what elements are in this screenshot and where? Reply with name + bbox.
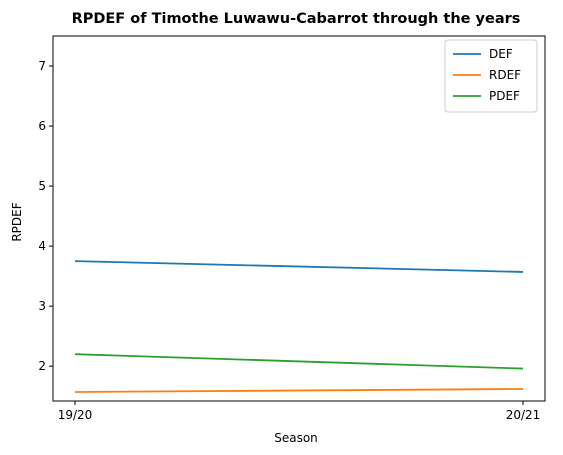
chart-title: RPDEF of Timothe Luwawu-Cabarrot through…: [72, 11, 521, 27]
y-tick-label: 4: [38, 239, 46, 253]
legend-label-pdef: PDEF: [489, 89, 520, 103]
x-tick-label: 20/21: [506, 408, 541, 422]
y-tick-label: 5: [38, 179, 46, 193]
x-tick-label: 19/20: [58, 408, 93, 422]
y-tick-label: 3: [38, 299, 46, 313]
legend: DEF RDEF PDEF: [444, 39, 538, 113]
series-line-rdef: [74, 388, 524, 393]
plot-frame: [52, 35, 546, 402]
series-line-pdef: [74, 353, 524, 370]
y-axis-label: RPDEF: [10, 202, 24, 241]
x-axis-label: Season: [274, 431, 318, 445]
legend-label-def: DEF: [489, 47, 513, 61]
series-line-def: [74, 260, 524, 273]
plot-area: 2 3 4 5 6 7 19/20 20/21 DEF RDEF PDEF: [38, 35, 546, 422]
legend-box: [444, 39, 538, 113]
y-tick-label: 2: [38, 359, 46, 373]
y-tick-label: 6: [38, 119, 46, 133]
y-tick-label: 7: [38, 59, 46, 73]
legend-label-rdef: RDEF: [489, 68, 521, 82]
